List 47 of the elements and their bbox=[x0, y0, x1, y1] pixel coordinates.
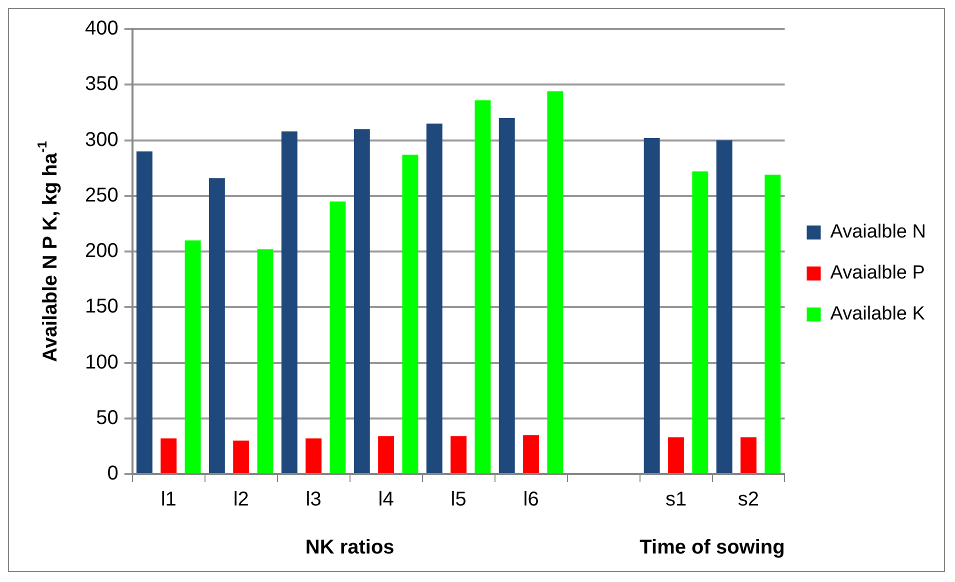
bar bbox=[523, 435, 540, 473]
legend-label: Available K bbox=[830, 304, 926, 325]
x-tick-label: l3 bbox=[306, 488, 322, 511]
y-tick-label: 350 bbox=[84, 73, 118, 96]
y-tick-label: 100 bbox=[84, 351, 118, 374]
bar bbox=[450, 436, 467, 473]
bar bbox=[184, 240, 201, 473]
text: NK ratios bbox=[305, 536, 394, 559]
y-tick-label: 400 bbox=[84, 18, 118, 40]
bar bbox=[716, 140, 732, 473]
bar bbox=[330, 201, 346, 473]
bar bbox=[764, 174, 781, 473]
y-tick-label: 250 bbox=[84, 184, 118, 206]
x-tick-label: l1 bbox=[160, 488, 176, 511]
y-tick-label: 300 bbox=[84, 128, 118, 151]
bar bbox=[306, 438, 322, 473]
bar bbox=[644, 138, 660, 473]
bar bbox=[498, 118, 515, 473]
bar bbox=[257, 249, 274, 473]
bar bbox=[160, 438, 177, 473]
text: Time of sowing bbox=[640, 536, 785, 559]
bar bbox=[402, 154, 418, 473]
x-tick-label: l2 bbox=[233, 488, 249, 511]
bar bbox=[668, 437, 684, 473]
bar bbox=[354, 129, 370, 473]
y-tick-label: 200 bbox=[84, 240, 118, 262]
legend-label: Avaialble N bbox=[830, 222, 926, 243]
y-tick-label: 0 bbox=[107, 462, 118, 485]
bar bbox=[740, 437, 756, 473]
bar bbox=[136, 151, 152, 473]
x-tick-label: l5 bbox=[450, 488, 466, 511]
y-tick-label: 50 bbox=[96, 406, 118, 429]
x-tick-label: s2 bbox=[738, 488, 760, 511]
bar bbox=[474, 100, 491, 473]
bar bbox=[281, 131, 298, 473]
legend-label: Avaialble P bbox=[830, 262, 925, 284]
y-axis-title: Available N P K, kg ha-1 bbox=[34, 141, 62, 362]
x-tick-label: l4 bbox=[378, 488, 394, 511]
x-tick-label: s1 bbox=[665, 488, 687, 511]
y-tick-label: 150 bbox=[84, 296, 118, 318]
bar bbox=[378, 436, 394, 473]
bar bbox=[547, 91, 564, 473]
x-tick-label: l6 bbox=[523, 488, 539, 511]
bar bbox=[692, 171, 708, 473]
bar bbox=[426, 124, 442, 473]
bar bbox=[233, 440, 250, 473]
bar bbox=[208, 178, 225, 473]
